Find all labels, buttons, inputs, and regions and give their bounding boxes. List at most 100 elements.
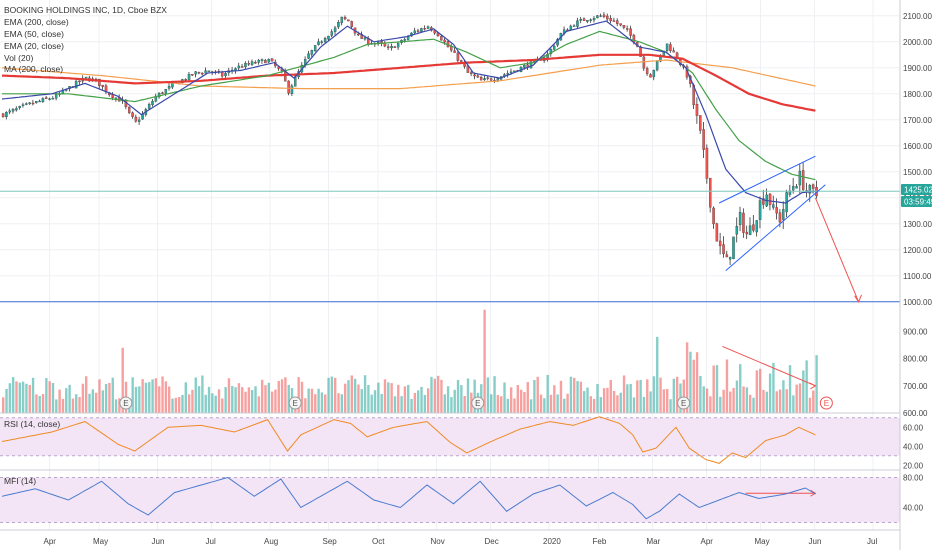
price-tick-11: 1000.00 xyxy=(903,298,932,307)
volume-bar xyxy=(58,389,61,413)
volume-bar xyxy=(400,396,403,413)
candle-body xyxy=(599,15,602,17)
volume-bar xyxy=(158,386,161,413)
volume-bar xyxy=(749,394,752,413)
ma200-line xyxy=(1,59,816,90)
volume-tick-2: 700.00 xyxy=(903,382,928,391)
volume-bar xyxy=(91,389,95,413)
volume-bar xyxy=(705,388,709,413)
candle-body xyxy=(758,200,762,220)
candle-body xyxy=(506,73,509,75)
legend: BOOKING HOLDINGS INC, 1D, Cboe BZX EMA (… xyxy=(4,5,167,74)
candle-body xyxy=(453,50,456,53)
volume-bar xyxy=(632,397,636,413)
volume-bar xyxy=(496,395,500,413)
volume-bar xyxy=(61,398,65,413)
volume-bar xyxy=(327,377,330,413)
candle-body xyxy=(672,50,675,53)
price-tick-10: 1100.00 xyxy=(903,272,932,281)
last-price-value: 1425.02 xyxy=(904,186,932,195)
volume-bar xyxy=(539,394,543,413)
candle-body xyxy=(665,43,669,51)
candle-body xyxy=(456,52,460,61)
candle-body xyxy=(131,112,134,117)
candle-body xyxy=(147,104,151,109)
volume-bar xyxy=(383,379,387,413)
time-axis[interactable]: Apr May Jun Jul Aug Sep Oct Nov Dec 2020 Feb Mar Apr… xyxy=(44,537,878,546)
trend-drawings[interactable] xyxy=(0,155,900,497)
candle-body xyxy=(735,226,739,235)
candle-body xyxy=(772,204,775,208)
candle-body xyxy=(337,22,340,28)
candle-body xyxy=(423,28,426,30)
candle-body xyxy=(396,43,400,48)
candle-body xyxy=(21,104,25,106)
candle-body xyxy=(377,41,380,44)
volume-bar xyxy=(649,391,652,413)
candle-body xyxy=(579,19,583,21)
volume-bar xyxy=(506,398,510,413)
volume-bar xyxy=(131,377,134,413)
volume-bar xyxy=(277,380,280,413)
candle-body xyxy=(287,80,290,94)
volume-bar xyxy=(772,362,775,413)
candle-body xyxy=(161,92,164,94)
volume-bar xyxy=(709,396,712,413)
volume-bar xyxy=(622,375,626,413)
rsi-pane-title: RSI (14, close) xyxy=(4,419,60,429)
volume-bar xyxy=(702,386,705,413)
candle-body xyxy=(782,209,785,220)
volume-bar xyxy=(234,387,237,413)
candle-body xyxy=(652,69,656,78)
candle-body xyxy=(718,240,722,247)
price-tick-8: 1300.00 xyxy=(903,220,932,229)
candle-body xyxy=(11,109,15,112)
volume-bar xyxy=(370,394,373,413)
candle-body xyxy=(712,207,715,225)
candle-body xyxy=(240,66,244,68)
volume-bar xyxy=(420,386,423,413)
candle-body xyxy=(98,78,101,86)
candle-body xyxy=(572,25,576,27)
countdown-value: 03:59:49 xyxy=(904,198,932,207)
candle-body xyxy=(586,20,589,22)
candle-body xyxy=(320,41,324,43)
candle-body xyxy=(207,70,211,72)
volume-bar xyxy=(519,389,523,413)
volume-bar xyxy=(340,394,344,413)
volume-bar xyxy=(646,379,649,413)
earnings-marker-1 xyxy=(288,396,302,410)
candle-body xyxy=(669,44,672,51)
volume-bar xyxy=(353,378,357,413)
volume-bar xyxy=(367,384,370,413)
volume-bar xyxy=(758,368,762,413)
candle-body xyxy=(811,184,815,189)
candle-body xyxy=(357,33,360,36)
volume-bar xyxy=(154,378,158,413)
last-price-badge[interactable]: 1425.02 03:59:49 xyxy=(901,184,932,207)
volume-bar xyxy=(15,381,18,413)
candle-body xyxy=(725,254,729,258)
volume-bar xyxy=(231,385,234,413)
volume-bar xyxy=(207,386,211,413)
candle-body xyxy=(642,56,646,69)
candle-body xyxy=(350,21,353,28)
volume-bar xyxy=(553,385,556,413)
volume-bar xyxy=(815,355,818,413)
candle-body xyxy=(78,80,81,83)
trendline-lower xyxy=(725,184,826,271)
candle-body xyxy=(413,30,417,34)
volume-bar xyxy=(443,394,446,413)
volume-bar xyxy=(380,393,383,413)
volume-tick-3: 600.00 xyxy=(903,409,928,418)
trendline-upper xyxy=(718,155,816,204)
volume-tick-1: 800.00 xyxy=(903,355,928,364)
volume-bar xyxy=(768,373,772,413)
volume-bar xyxy=(68,384,71,413)
candle-body xyxy=(469,72,473,75)
candle-body xyxy=(15,108,18,111)
candle-body xyxy=(35,101,38,104)
volume-bar xyxy=(566,393,569,413)
